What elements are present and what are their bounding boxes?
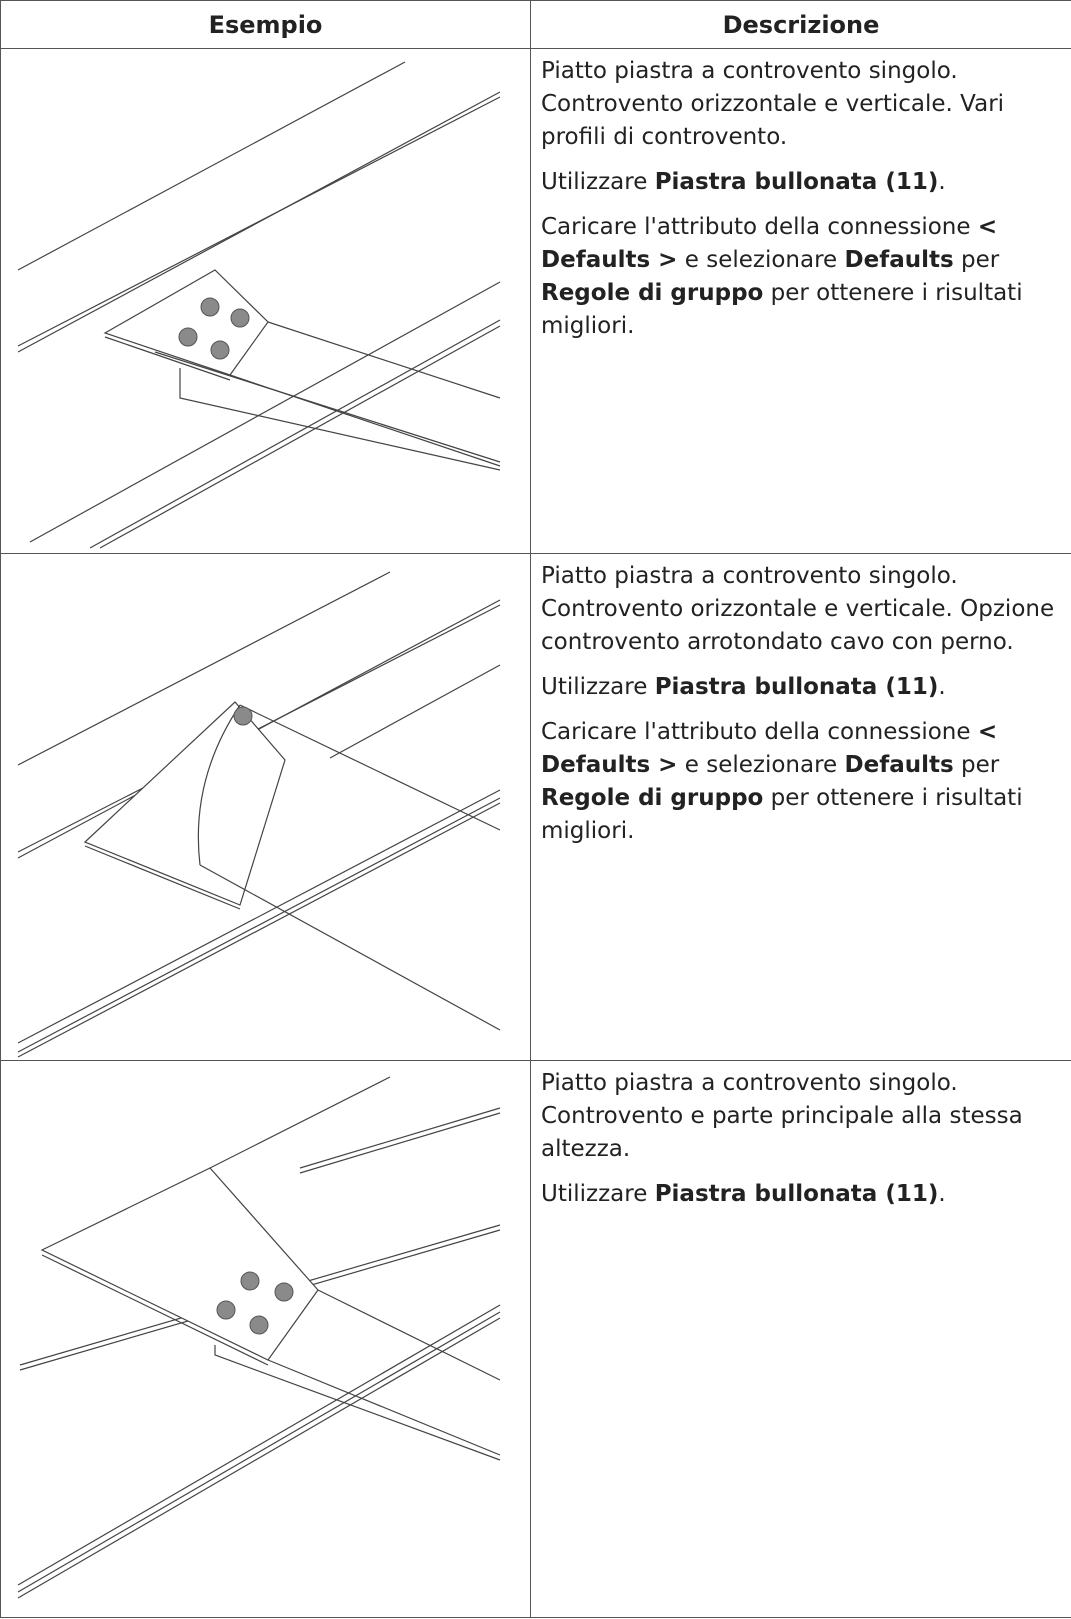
paragraph: Caricare l'attributo della connessione <… [541, 716, 1061, 848]
text: . [938, 169, 946, 195]
text: Utilizzare [541, 1181, 655, 1207]
paragraph: Piatto piastra a controvento singolo. Co… [541, 55, 1061, 154]
table-row: Piatto piastra a controvento singolo. Co… [0, 48, 1071, 554]
example-cell [0, 1060, 531, 1618]
description-cell: Piatto piastra a controvento singolo. Co… [530, 48, 1071, 554]
text: Piatto piastra a controvento singolo. Co… [541, 563, 1055, 655]
text: Piatto piastra a controvento singolo. Co… [541, 58, 1005, 150]
text: . [938, 674, 946, 700]
text: per ottenere i risultati migliori. [541, 785, 1023, 844]
text: . [938, 1181, 946, 1207]
text: Utilizzare [541, 674, 655, 700]
bold-text: < Defaults > [541, 214, 998, 273]
bold-text: Piastra bullonata (11) [654, 1181, 939, 1207]
text: Caricare l'attributo della connessione [541, 719, 978, 745]
paragraph: Utilizzare Piastra bullonata (11). [541, 671, 1061, 704]
table-row: Piatto piastra a controvento singolo. Co… [0, 553, 1071, 1061]
example-cell [0, 553, 531, 1061]
bold-text: Regole di gruppo [541, 785, 764, 811]
bold-text: Defaults [844, 247, 954, 273]
paragraph: Utilizzare Piastra bullonata (11). [541, 1178, 1061, 1211]
text: per ottenere i risultati migliori. [541, 280, 1023, 339]
table-body: Piatto piastra a controvento singolo. Co… [0, 48, 1071, 1618]
text: Piatto piastra a controvento singolo. Co… [541, 1070, 1023, 1162]
bold-text: Defaults [844, 752, 954, 778]
paragraph: Utilizzare Piastra bullonata (11). [541, 166, 1061, 199]
text: Utilizzare [541, 169, 655, 195]
text: per [953, 247, 1000, 273]
paragraph: Caricare l'attributo della connessione <… [541, 211, 1061, 343]
description-cell: Piatto piastra a controvento singolo. Co… [530, 553, 1071, 1061]
text: e selezionare [677, 752, 845, 778]
bold-text: Regole di gruppo [541, 280, 764, 306]
text: per [953, 752, 1000, 778]
bold-text: < Defaults > [541, 719, 998, 778]
text: Caricare l'attributo della connessione [541, 214, 978, 240]
description-cell: Piatto piastra a controvento singolo. Co… [530, 1060, 1071, 1618]
header-cell: Descrizione [530, 0, 1071, 49]
paragraph: Piatto piastra a controvento singolo. Co… [541, 1067, 1061, 1166]
bold-text: Piastra bullonata (11) [654, 674, 939, 700]
header-row: Esempio Descrizione [0, 0, 1071, 49]
bold-text: Piastra bullonata (11) [654, 169, 939, 195]
example-cell [0, 48, 531, 554]
text: e selezionare [677, 247, 845, 273]
paragraph: Piatto piastra a controvento singolo. Co… [541, 560, 1061, 659]
header-cell: Esempio [0, 0, 531, 49]
table-row: Piatto piastra a controvento singolo. Co… [0, 1060, 1071, 1618]
